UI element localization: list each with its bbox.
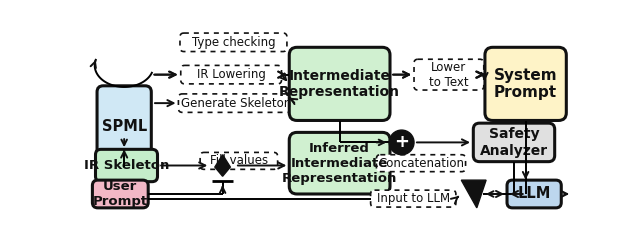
FancyBboxPatch shape [289, 132, 390, 194]
FancyBboxPatch shape [289, 47, 390, 120]
FancyBboxPatch shape [179, 94, 294, 112]
Polygon shape [215, 155, 230, 176]
FancyBboxPatch shape [92, 180, 148, 208]
FancyBboxPatch shape [95, 149, 157, 182]
Text: +: + [394, 133, 409, 151]
Circle shape [389, 130, 414, 155]
Text: IR Lowering: IR Lowering [196, 68, 266, 81]
FancyBboxPatch shape [507, 180, 561, 208]
Text: Input to LLM: Input to LLM [377, 192, 450, 205]
Text: Concatenation: Concatenation [378, 157, 464, 170]
FancyBboxPatch shape [485, 47, 566, 120]
Text: Fill values: Fill values [210, 154, 268, 167]
Text: IR Skeleton: IR Skeleton [84, 159, 169, 172]
Text: Lower
to Text: Lower to Text [429, 61, 468, 89]
FancyBboxPatch shape [371, 190, 456, 207]
FancyBboxPatch shape [376, 155, 465, 172]
Text: Type checking: Type checking [191, 36, 275, 49]
Text: Intermediate
Representation: Intermediate Representation [279, 69, 400, 99]
FancyBboxPatch shape [180, 33, 287, 51]
FancyBboxPatch shape [414, 59, 484, 90]
Polygon shape [461, 180, 486, 208]
Text: LLM: LLM [518, 187, 551, 201]
Text: Safety
Analyzer: Safety Analyzer [480, 127, 548, 158]
Text: SPML: SPML [102, 119, 147, 134]
FancyBboxPatch shape [474, 123, 555, 162]
Text: Inferred
Intermediate
Representation: Inferred Intermediate Representation [282, 142, 397, 185]
Text: System
Prompt: System Prompt [494, 68, 557, 100]
FancyBboxPatch shape [200, 152, 278, 169]
FancyBboxPatch shape [180, 65, 282, 84]
FancyBboxPatch shape [97, 86, 151, 167]
Text: Generate Skeleton: Generate Skeleton [181, 97, 292, 110]
Text: User
Prompt: User Prompt [93, 180, 148, 208]
